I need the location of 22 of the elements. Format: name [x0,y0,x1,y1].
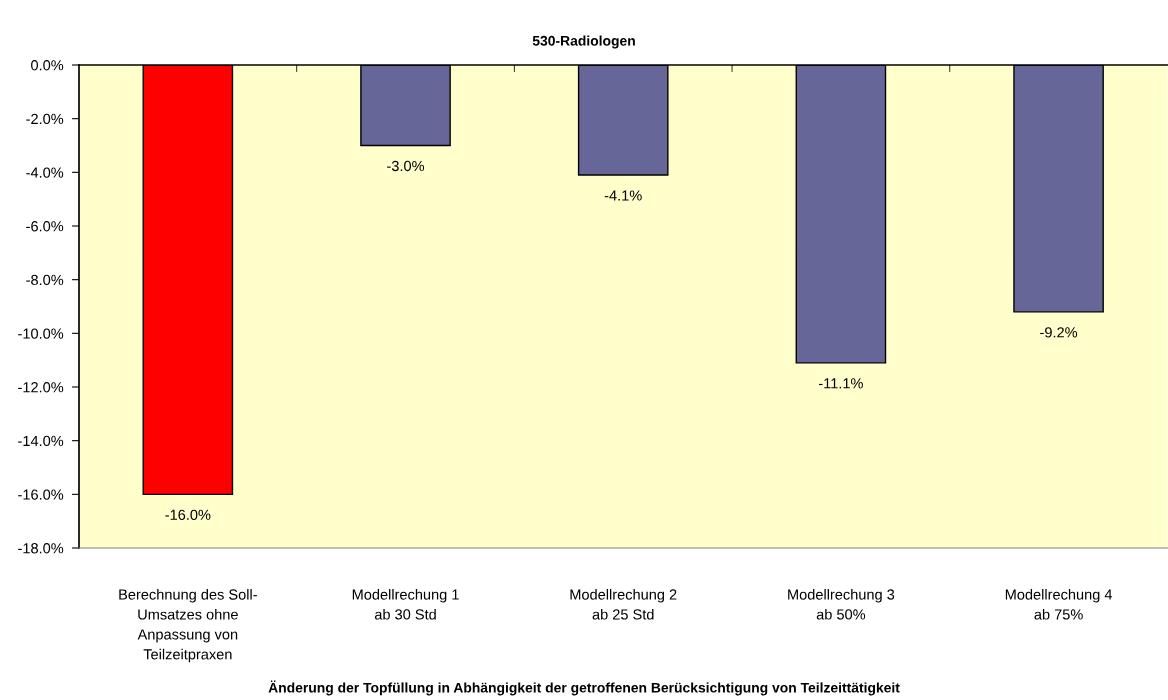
data-label: -9.2% [1040,327,1078,338]
data-label: -3.0% [387,160,425,172]
chart-title: 530-Radiologen [532,35,635,49]
x-tick-label: Modellrechung 3 ab 50% [788,588,895,620]
data-label: -4.1% [604,190,642,201]
y-tick-label: 0.0% [31,60,64,71]
y-tick-label: -6.0% [26,221,64,232]
data-label: -11.1% [818,378,863,389]
y-tick-label: -12.0% [18,382,64,393]
y-tick-label: -4.0% [26,167,64,178]
y-tick-label: -14.0% [18,435,64,447]
x-tick-label: Berechnung des Soll- Umsatzes ohne Anpassung von Teilzeitpraxen [119,588,257,663]
x-axis-title: Änderung der Topfüllung in Abhängigkeit der getroffenen Berücksichtigung von Teilzeittätigkeit [268,680,900,696]
data-label: -16.0% [165,509,211,520]
x-tick-label: Modellrechung 2 ab 25 Std [570,588,677,620]
y-tick-label: -18.0% [18,543,64,554]
y-tick-label: -10.0% [18,328,64,339]
y-tick-label: -16.0% [18,489,64,500]
y-tick-label: -2.0% [26,113,64,125]
x-tick-label: Modellrechung 1 ab 30 Std [352,588,459,620]
y-tick-label: -8.0% [26,274,64,286]
x-tick-label: Modellrechung 4 ab 75% [1005,588,1113,620]
